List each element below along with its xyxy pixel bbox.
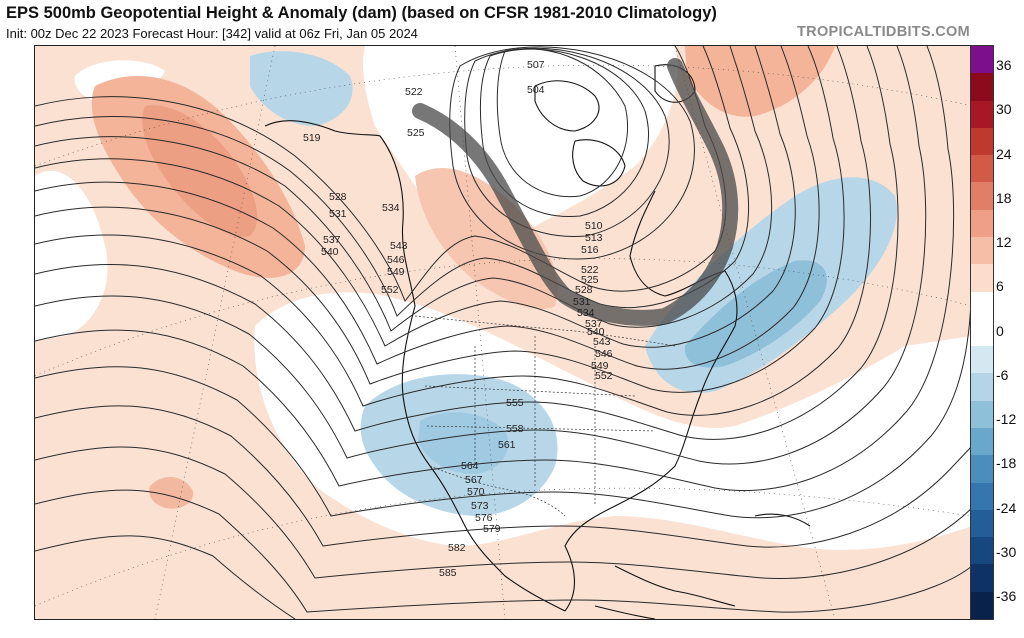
contour-label: 528 bbox=[575, 284, 593, 296]
contour-label: 540 bbox=[587, 326, 605, 338]
colorbar-segment bbox=[971, 509, 993, 538]
contour-label: 570 bbox=[467, 486, 485, 498]
contour-label: 558 bbox=[506, 423, 524, 435]
contour-label: 573 bbox=[471, 500, 489, 512]
contour-label: 576 bbox=[475, 512, 493, 524]
contour-label: 528 bbox=[329, 191, 347, 203]
contour-label: 552 bbox=[595, 370, 613, 382]
colorbar-segment bbox=[971, 100, 993, 128]
chart-subtitle: Init: 00z Dec 22 2023 Forecast Hour: [34… bbox=[6, 26, 418, 41]
colorbar-segment bbox=[971, 455, 993, 483]
colorbar-segment bbox=[971, 373, 993, 401]
trough-axis bbox=[412, 58, 739, 326]
contour-label: 546 bbox=[387, 254, 405, 266]
colorbar-segment bbox=[971, 127, 993, 156]
map-panel: 507 504 522 519 525 528 531 534 537 540 … bbox=[34, 45, 973, 620]
colorbar-segment bbox=[971, 427, 993, 456]
contour-label: 540 bbox=[321, 246, 339, 258]
site-credit: TROPICALTIDBITS.COM bbox=[797, 24, 970, 40]
anomaly-colorbar bbox=[970, 45, 994, 620]
colorbar-tick-label: 24 bbox=[996, 145, 1012, 162]
contour-label: 582 bbox=[448, 542, 466, 554]
colorbar-segment bbox=[971, 400, 993, 428]
contour-label: 504 bbox=[527, 84, 545, 96]
colorbar-tick-label: 0 bbox=[996, 322, 1004, 339]
colorbar-segment bbox=[971, 537, 993, 565]
colorbar-segment bbox=[971, 73, 993, 101]
colorbar-segment bbox=[971, 346, 993, 374]
neutral-zone-west bbox=[35, 170, 108, 341]
contour-label: 549 bbox=[387, 266, 405, 278]
contour-label: 534 bbox=[577, 307, 595, 319]
colorbar-tick-label: 12 bbox=[996, 234, 1012, 250]
colorbar-segment bbox=[971, 155, 993, 183]
colorbar-segment bbox=[971, 482, 993, 510]
contour-label: 561 bbox=[498, 439, 516, 451]
colorbar-tick-label: -36 bbox=[996, 588, 1017, 604]
contour-label: 531 bbox=[329, 208, 347, 220]
contour-label: 555 bbox=[506, 397, 524, 409]
contour-label: 513 bbox=[585, 232, 603, 244]
positive-anomaly-subtropics bbox=[149, 476, 194, 509]
colorbar-tick-labels: 36 30 24 18 12 6 0 -6 -12 -18 -24 -30 -36 bbox=[994, 45, 1024, 618]
contour-label: 567 bbox=[465, 474, 483, 486]
height-contours bbox=[35, 46, 972, 619]
contour-label: 564 bbox=[461, 460, 479, 472]
contour-label: 525 bbox=[407, 127, 425, 139]
colorbar-segment bbox=[971, 46, 993, 74]
contour-label: 510 bbox=[585, 220, 603, 232]
colorbar-tick-label: -30 bbox=[996, 543, 1017, 560]
chart-title: EPS 500mb Geopotential Height & Anomaly … bbox=[6, 4, 717, 22]
contour-label: 546 bbox=[595, 348, 613, 360]
contour-label: 549 bbox=[591, 360, 609, 372]
contour-label: 579 bbox=[483, 523, 501, 535]
contour-label: 531 bbox=[573, 296, 591, 308]
colorbar-segment bbox=[971, 591, 993, 619]
contour-label: 534 bbox=[382, 202, 400, 214]
colorbar-segment bbox=[971, 209, 993, 237]
colorbar-tick-label: 30 bbox=[996, 101, 1012, 118]
colorbar-segment bbox=[971, 182, 993, 210]
colorbar-segment bbox=[971, 564, 993, 592]
colorbar-tick-label: -18 bbox=[996, 455, 1017, 472]
colorbar-tick-label: -6 bbox=[996, 366, 1009, 383]
colorbar-tick-label: -24 bbox=[996, 499, 1017, 516]
colorbar-segment bbox=[971, 264, 993, 292]
contour-label: 516 bbox=[581, 244, 599, 256]
contour-label-group: 507 504 522 519 525 528 531 534 537 540 … bbox=[303, 59, 613, 579]
negative-anomaly-west-core bbox=[418, 412, 509, 474]
contour-label: 537 bbox=[323, 234, 341, 246]
positive-anomaly-atlantic bbox=[685, 46, 835, 117]
colorbar-tick-label: 18 bbox=[996, 189, 1012, 206]
contour-label: 537 bbox=[585, 318, 603, 330]
colorbar-tick-label: -12 bbox=[996, 411, 1017, 427]
height-anomaly-map: 507 504 522 519 525 528 531 534 537 540 … bbox=[35, 46, 972, 619]
coastlines bbox=[264, 64, 811, 619]
contour-label: 585 bbox=[439, 567, 457, 579]
negative-anomaly-alaska bbox=[250, 51, 353, 126]
negative-anomaly-east-core bbox=[684, 260, 827, 368]
contour-label: 519 bbox=[303, 132, 321, 144]
colorbar-tick-label: 36 bbox=[996, 57, 1012, 73]
colorbar-segment bbox=[971, 318, 993, 347]
contour-label: 543 bbox=[390, 240, 408, 252]
contour-label: 552 bbox=[381, 284, 399, 296]
contour-label: 543 bbox=[593, 336, 611, 348]
colorbar-segment bbox=[971, 236, 993, 265]
colorbar-tick-label: 6 bbox=[996, 278, 1004, 295]
contour-label: 522 bbox=[581, 264, 599, 276]
colorbar-segment bbox=[971, 291, 993, 319]
contour-label: 522 bbox=[405, 86, 423, 98]
contour-label: 525 bbox=[581, 274, 599, 286]
contour-label: 507 bbox=[527, 59, 545, 71]
